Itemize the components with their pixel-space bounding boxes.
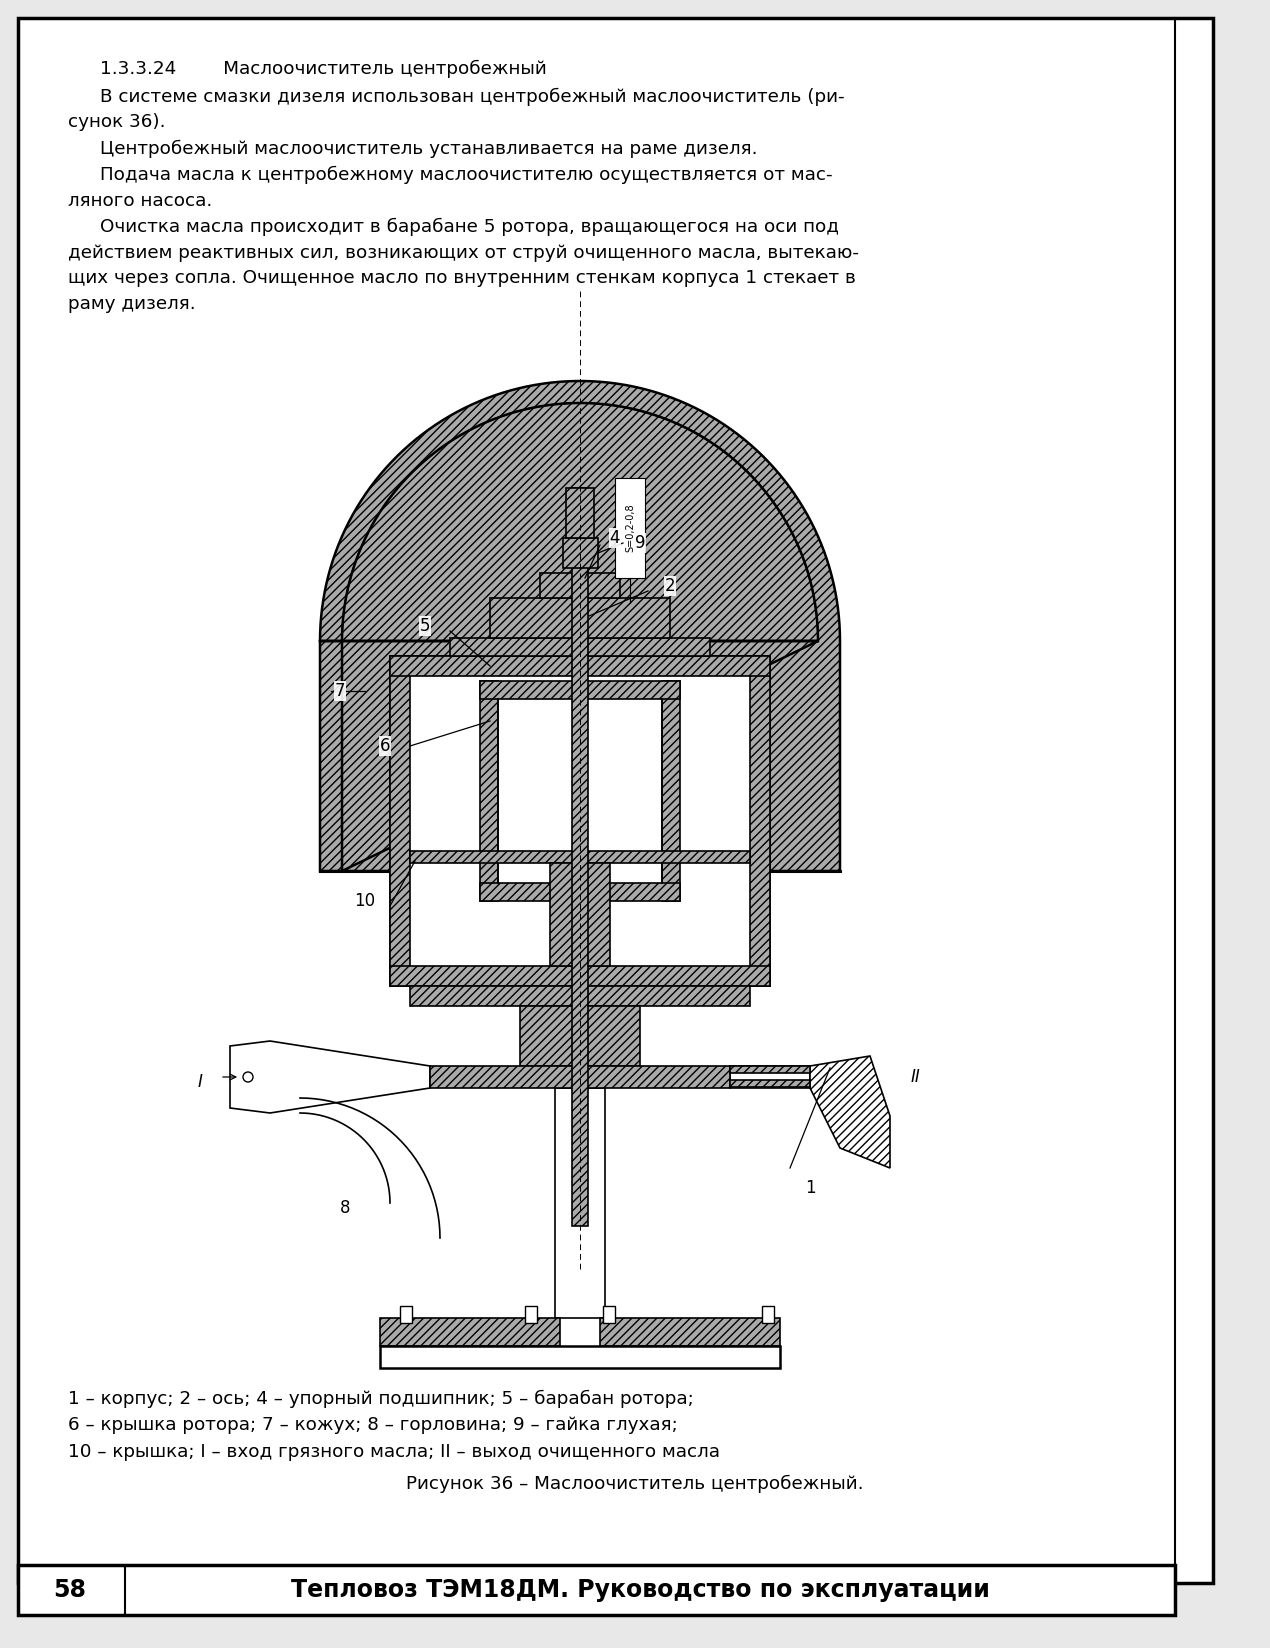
Bar [599,1318,780,1346]
Bar [390,966,770,986]
Text: II: II [911,1068,919,1086]
Bar [730,1079,810,1088]
Text: 7: 7 [335,682,345,700]
Bar [525,1305,537,1323]
Text: 8: 8 [340,1200,351,1216]
Polygon shape [320,381,839,872]
Bar [730,1066,810,1073]
Text: 1 – корпус; 2 – ось; 4 – упорный подшипник; 5 – барабан ротора;: 1 – корпус; 2 – ось; 4 – упорный подшипн… [69,1389,693,1409]
Bar [410,850,751,864]
Bar [480,681,498,901]
Bar [490,598,671,638]
Bar [400,1305,411,1323]
Text: действием реактивных сил, возникающих от струй очищенного масла, вытекаю-: действием реактивных сил, возникающих от… [69,244,859,262]
Text: 10: 10 [354,892,376,910]
Text: S=0,2-0,8: S=0,2-0,8 [625,504,635,552]
Text: 5: 5 [420,616,431,634]
Bar [603,1305,615,1323]
Bar [662,681,679,901]
Bar [572,488,588,1226]
Bar [380,1346,780,1368]
Text: I: I [198,1073,202,1091]
Text: 2: 2 [664,577,676,595]
Bar [410,986,751,1005]
Text: 58: 58 [53,1579,86,1602]
Bar [519,1005,640,1066]
Text: сунок 36).: сунок 36). [69,114,165,130]
Text: 10 – крышка; I – вход грязного масла; II – выход очищенного масла: 10 – крышка; I – вход грязного масла; II… [69,1444,720,1462]
Text: 1.3.3.24        Маслоочиститель центробежный: 1.3.3.24 Маслоочиститель центробежный [100,59,547,77]
Circle shape [243,1071,253,1083]
Bar [550,864,610,966]
Text: 6: 6 [380,737,390,755]
Bar [480,883,679,901]
Text: 6 – крышка ротора; 7 – кожух; 8 – горловина; 9 – гайка глухая;: 6 – крышка ротора; 7 – кожух; 8 – горлов… [69,1417,678,1434]
Bar [751,656,770,986]
Bar [480,681,679,699]
Bar [566,488,594,537]
Text: Тепловоз ТЭМ18ДМ. Руководство по эксплуатации: Тепловоз ТЭМ18ДМ. Руководство по эксплуа… [291,1579,989,1602]
Polygon shape [320,381,839,872]
Text: раму дизеля.: раму дизеля. [69,295,196,313]
Bar [390,656,410,986]
Bar [450,638,710,656]
Text: В системе смазки дизеля использован центробежный маслоочиститель (ри-: В системе смазки дизеля использован цент… [100,87,845,105]
Bar [730,1066,810,1088]
Bar [555,1088,605,1318]
Text: 4: 4 [610,529,620,547]
Polygon shape [810,1056,890,1168]
Bar [498,699,662,883]
Text: Очистка масла происходит в барабане 5 ротора, вращающегося на оси под: Очистка масла происходит в барабане 5 ро… [100,218,839,236]
Text: 9: 9 [635,534,645,552]
Bar [390,656,770,676]
Text: Центробежный маслоочиститель устанавливается на раме дизеля.: Центробежный маслоочиститель устанавлива… [100,140,757,158]
Text: Рисунок 36 – Маслоочиститель центробежный.: Рисунок 36 – Маслоочиститель центробежны… [406,1475,864,1493]
Text: ляного насоса.: ляного насоса. [69,191,212,209]
Text: 1: 1 [805,1178,815,1196]
Bar [762,1305,773,1323]
Bar [615,478,645,578]
Text: Подача масла к центробежному маслоочистителю осуществляется от мас-: Подача масла к центробежному маслоочисти… [100,166,833,185]
Bar [563,537,598,569]
Bar [380,1318,560,1346]
Bar [540,574,620,598]
Bar [431,1066,730,1088]
Text: щих через сопла. Очищенное масло по внутренним стенкам корпуса 1 стекает в: щих через сопла. Очищенное масло по внут… [69,269,856,287]
Bar [18,1566,1175,1615]
Bar [390,656,770,986]
Polygon shape [230,1042,431,1112]
